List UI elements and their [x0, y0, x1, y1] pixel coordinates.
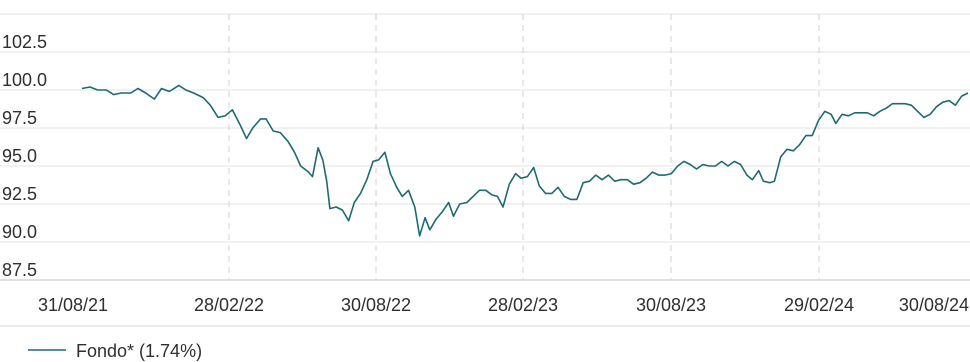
y-tick-label: 90.0: [2, 222, 37, 242]
x-axis-labels: 31/08/21 28/02/22 30/08/22 28/02/23 30/08/23…: [38, 295, 969, 315]
x-tick-label: 30/08/24: [899, 295, 969, 315]
y-tick-label: 92.5: [2, 184, 37, 204]
y-axis-labels: 102.5 100.0 97.5 95.0 92.5 90.0 87.5: [2, 32, 47, 280]
y-tick-label: 100.0: [2, 70, 47, 90]
x-tick-label: 29/02/24: [784, 295, 854, 315]
vertical-grid: [228, 14, 820, 280]
series-line-fondo[interactable]: [81, 84, 969, 237]
series-layer: [81, 84, 969, 237]
y-tick-label: 95.0: [2, 146, 37, 166]
x-tick-label: 30/08/22: [341, 295, 411, 315]
x-tick-label: 28/02/22: [194, 295, 264, 315]
x-tick-label: 30/08/23: [636, 295, 706, 315]
legend[interactable]: Fondo* (1.74%): [28, 341, 202, 361]
horizontal-grid: [0, 13, 970, 327]
x-tick-label: 31/08/21: [38, 295, 108, 315]
y-tick-label: 102.5: [2, 32, 47, 52]
x-tick-label: 28/02/23: [488, 295, 558, 315]
y-tick-label: 97.5: [2, 108, 37, 128]
y-tick-label: 87.5: [2, 260, 37, 280]
legend-label: Fondo* (1.74%): [76, 341, 202, 361]
